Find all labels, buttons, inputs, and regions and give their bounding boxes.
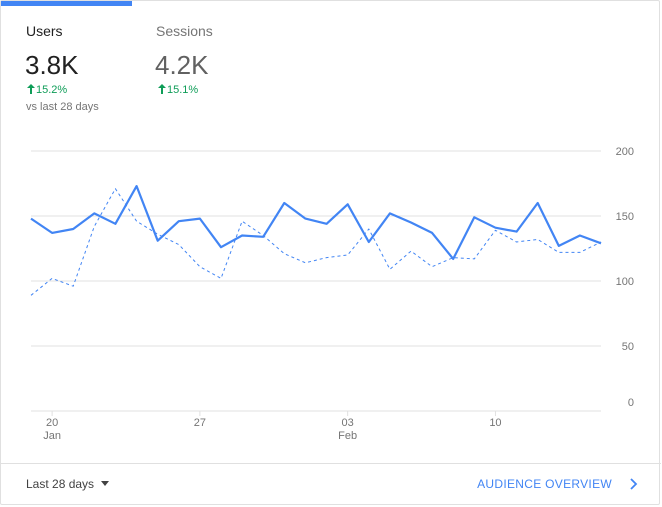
chevron-right-icon <box>630 478 638 490</box>
caret-down-icon <box>101 481 110 486</box>
y-tick-label: 50 <box>622 341 634 353</box>
date-range-label: Last 28 days <box>26 477 95 491</box>
tab-sessions[interactable]: Sessions 4.2K 15.1% <box>132 1 262 113</box>
y-tick-label: 0 <box>628 397 634 409</box>
previous-period-line <box>30 188 602 296</box>
sessions-change-value: 15.1% <box>167 84 199 96</box>
users-change: 15.2% <box>27 83 67 96</box>
y-tick-label: 200 <box>616 146 634 158</box>
date-range-dropdown[interactable]: Last 28 days <box>26 477 110 491</box>
tab-users[interactable]: Users 3.8K 15.2% vs last 28 days <box>1 1 132 113</box>
audience-overview-label: AUDIENCE OVERVIEW <box>477 477 612 491</box>
x-tick-month-label: Feb <box>338 430 357 442</box>
users-change-value: 15.2% <box>36 84 68 96</box>
sessions-value: 4.2K <box>155 50 209 80</box>
x-tick-month-label: Jan <box>43 430 61 442</box>
x-tick-label: 10 <box>489 417 501 429</box>
sessions-change: 15.1% <box>158 83 198 96</box>
x-tick-label: 20 <box>46 417 58 429</box>
tab-users-title: Users <box>26 23 63 39</box>
current-period-line <box>30 184 602 260</box>
comparison-label: vs last 28 days <box>26 101 99 113</box>
arrow-up-icon <box>27 84 35 94</box>
x-tick-label: 03 <box>342 417 354 429</box>
users-value: 3.8K <box>25 50 79 80</box>
x-tick-label: 27 <box>194 417 206 429</box>
active-tab-indicator <box>1 1 132 6</box>
card-footer: Last 28 days AUDIENCE OVERVIEW <box>1 463 661 506</box>
tab-sessions-title: Sessions <box>156 23 213 39</box>
y-tick-label: 150 <box>616 211 634 223</box>
arrow-up-icon <box>158 84 166 94</box>
audience-overview-link[interactable]: AUDIENCE OVERVIEW <box>477 476 639 491</box>
y-tick-label: 100 <box>616 276 634 288</box>
